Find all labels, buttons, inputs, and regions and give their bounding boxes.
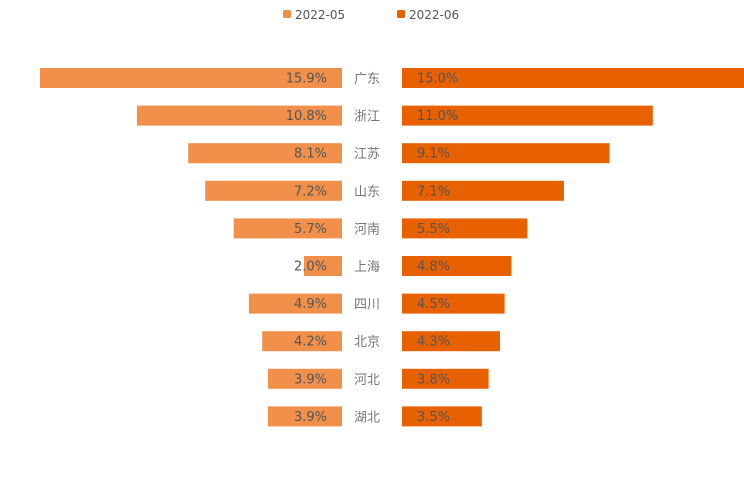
bar-2022-06-3[interactable]	[402, 180, 564, 201]
bar-2022-06-2[interactable]	[402, 143, 610, 164]
legend-item-2022-06[interactable]: 2022-06	[397, 8, 459, 22]
data-label-2022-05-4: 5.7%	[294, 222, 327, 237]
bar-2022-05-0[interactable]	[40, 68, 342, 88]
bar-2022-05-8[interactable]	[267, 368, 342, 389]
data-label-2022-06-9: 3.5%	[417, 410, 450, 425]
data-label-2022-06-7: 4.3%	[417, 335, 450, 350]
data-label-2022-06-2: 9.1%	[417, 147, 450, 162]
category-label-0: 广东	[354, 72, 380, 87]
data-label-2022-05-7: 4.2%	[294, 335, 327, 350]
legend[interactable]: 2022-05 2022-06	[283, 8, 459, 22]
data-label-2022-06-6: 4.5%	[417, 297, 450, 312]
category-label-9: 湖北	[354, 410, 380, 425]
bar-2022-05-6[interactable]	[248, 293, 342, 314]
data-label-2022-06-3: 7.1%	[417, 184, 450, 199]
series-2022-05-bars: 15.9% 10.8% 8.1% 7.2% 5.7% 2.0% 4.9% 4.2% 3.9% 3.…	[40, 68, 342, 427]
bar-2022-05-3[interactable]	[205, 180, 342, 201]
bar-2022-06-0[interactable]	[402, 68, 744, 88]
bar-2022-06-9[interactable]	[402, 406, 482, 427]
data-label-2022-05-3: 7.2%	[294, 184, 327, 199]
bar-2022-06-5[interactable]	[402, 256, 512, 276]
data-label-2022-06-1: 11.0%	[417, 109, 458, 124]
data-label-2022-05-6: 4.9%	[294, 297, 327, 312]
bar-2022-05-9[interactable]	[267, 406, 342, 427]
data-label-2022-06-0: 15.0%	[417, 72, 458, 87]
data-label-2022-06-8: 3.8%	[417, 372, 450, 387]
data-label-2022-05-0: 15.9%	[286, 72, 327, 87]
category-label-4: 河南	[354, 221, 380, 237]
bar-2022-06-8[interactable]	[402, 368, 489, 389]
bar-2022-06-4[interactable]	[402, 218, 528, 239]
category-label-6: 四川	[354, 298, 380, 313]
bar-2022-05-5[interactable]	[304, 256, 342, 276]
category-label-1: 浙江	[354, 110, 380, 125]
legend-item-2022-05[interactable]: 2022-05	[283, 8, 345, 22]
data-label-2022-05-1: 10.8%	[286, 109, 327, 124]
category-label-2: 江苏	[354, 146, 380, 162]
category-label-3: 山东	[354, 185, 380, 200]
data-label-2022-06-4: 5.5%	[417, 222, 450, 237]
bar-2022-05-4[interactable]	[233, 218, 342, 239]
bar-2022-05-2[interactable]	[188, 143, 342, 164]
bar-2022-05-1[interactable]	[136, 105, 342, 126]
bar-2022-05-7[interactable]	[262, 331, 342, 352]
category-label-7: 北京	[354, 335, 380, 350]
data-label-2022-05-9: 3.9%	[294, 410, 327, 425]
data-label-2022-05-2: 8.1%	[294, 147, 327, 162]
legend-label-1: 2022-06	[409, 8, 459, 22]
legend-label-0: 2022-05	[295, 8, 345, 22]
data-label-2022-05-5: 2.0%	[294, 260, 327, 275]
bar-2022-06-6[interactable]	[402, 293, 505, 314]
category-label-8: 河北	[354, 373, 380, 388]
category-label-5: 上海	[354, 260, 380, 275]
data-label-2022-05-8: 3.9%	[294, 372, 327, 387]
bar-2022-06-1[interactable]	[402, 105, 653, 126]
data-label-2022-06-5: 4.8%	[417, 260, 450, 275]
series-2022-06-bars: 15.0% 11.0% 9.1% 7.1% 5.5% 4.8% 4.5% 4.3% 3.8% 3.…	[402, 68, 744, 427]
legend-swatch-0	[283, 10, 291, 18]
bar-2022-06-7[interactable]	[402, 331, 500, 352]
legend-swatch-1	[397, 10, 405, 18]
